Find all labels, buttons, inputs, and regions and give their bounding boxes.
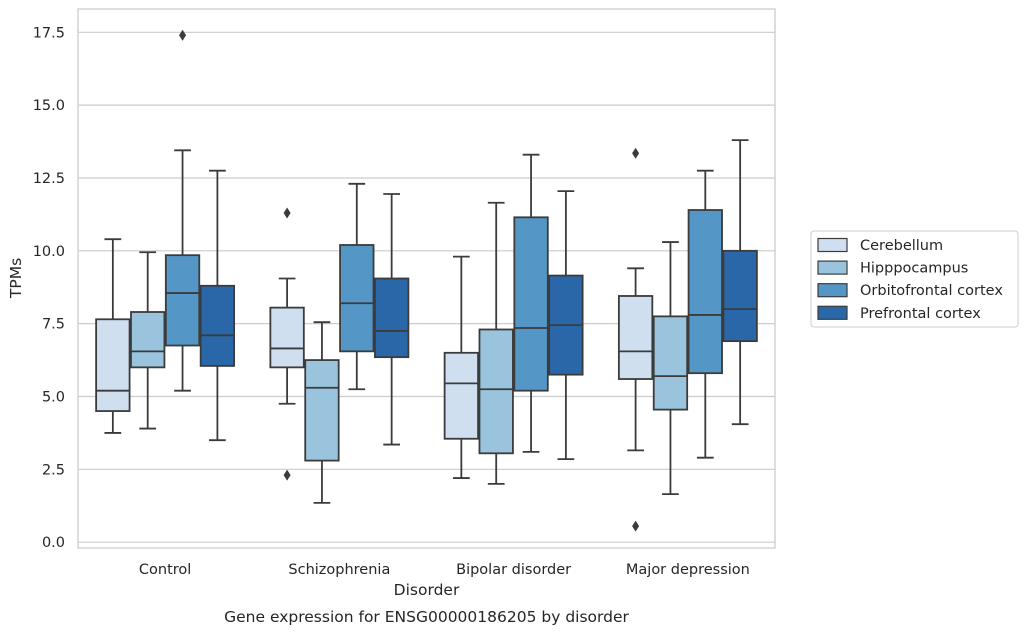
box-control-prefrontal-cortex (199, 169, 236, 442)
box-schizophrenia-orbitofrontal-cortex (339, 182, 375, 391)
legend: Cerebellum Hipppocampus Orbitofrontal cort… (810, 230, 1019, 328)
iqr-box (478, 328, 514, 455)
outlier-point (283, 207, 291, 219)
x-tick-label: Control (139, 562, 191, 578)
box-schizophrenia-cerebellum (269, 207, 305, 481)
legend-swatch (817, 305, 848, 320)
box-bipolar-disorder-orbitofrontal-cortex (513, 153, 549, 453)
plot-area-frame (77, 8, 776, 549)
iqr-box (304, 359, 340, 462)
x-axis-label: Disorder (394, 581, 460, 599)
box-group-schizophrenia (269, 182, 410, 504)
y-tick-label: 0.0 (42, 535, 65, 551)
iqr-box (199, 284, 236, 367)
iqr-box (339, 244, 375, 353)
iqr-box (443, 351, 479, 440)
iqr-box (652, 315, 689, 411)
legend-frame (810, 230, 1019, 328)
y-axis-label: TPMs (7, 258, 25, 299)
box-group-major-depression (617, 139, 758, 532)
box-control-hipppocampus (130, 251, 166, 430)
legend-item-hipppocampus: Hipppocampus (817, 260, 968, 277)
y-tick-label: 5.0 (42, 389, 65, 405)
x-tick-labels: Control Schizophrenia Bipolar disorder Majo… (139, 562, 750, 578)
box-schizophrenia-prefrontal-cortex (374, 193, 410, 446)
iqr-box (617, 295, 654, 380)
iqr-box (687, 209, 723, 375)
box-control-cerebellum (95, 238, 131, 434)
legend-item-cerebellum: Cerebellum (817, 237, 943, 254)
box-group-bipolar-disorder (443, 153, 584, 485)
legend-item-prefrontal-cortex: Prefrontal cortex (817, 305, 981, 322)
box-major-depression-hipppocampus (652, 241, 689, 496)
outlier-point (179, 29, 187, 41)
x-tick-label: Major depression (626, 562, 750, 578)
chart-caption: Gene expression for ENSG00000186205 by d… (224, 608, 629, 626)
legend-label: Hipppocampus (860, 261, 968, 277)
y-tick-label: 10.0 (33, 244, 65, 260)
outlier-point (632, 147, 640, 159)
iqr-box (269, 306, 305, 369)
iqr-box (722, 249, 758, 343)
box-major-depression-prefrontal-cortex (722, 139, 758, 426)
iqr-box (130, 311, 166, 369)
box-major-depression-orbitofrontal-cortex (687, 169, 723, 459)
legend-label: Prefrontal cortex (860, 306, 981, 322)
iqr-box (513, 216, 549, 392)
outlier-point (632, 520, 640, 532)
iqr-box (164, 254, 201, 347)
box-bipolar-disorder-prefrontal-cortex (548, 190, 584, 461)
box-bipolar-disorder-hipppocampus (478, 201, 514, 485)
iqr-box (95, 318, 131, 412)
y-tick-label: 2.5 (42, 462, 65, 478)
box-group-control (95, 29, 236, 442)
outlier-point (283, 469, 291, 481)
legend-swatch (817, 283, 848, 298)
iqr-box (374, 277, 410, 359)
y-tick-label: 15.0 (33, 98, 65, 114)
box-major-depression-cerebellum (617, 147, 654, 532)
x-tick-label: Bipolar disorder (456, 562, 571, 578)
legend-label: Cerebellum (860, 238, 943, 254)
x-tick-label: Schizophrenia (288, 562, 390, 578)
legend-swatch (817, 260, 848, 275)
legend-swatch (817, 237, 848, 253)
y-tick-label: 17.5 (33, 25, 65, 41)
y-tick-label: 12.5 (33, 171, 65, 187)
box-control-orbitofrontal-cortex (164, 29, 201, 392)
legend-label: Orbitofrontal cortex (860, 283, 1003, 299)
box-groups (95, 29, 758, 532)
y-tick-label: 7.5 (42, 317, 65, 333)
box-schizophrenia-hipppocampus (304, 321, 340, 504)
y-tick-labels: 0.0 2.5 5.0 7.5 10.0 12.5 15.0 17.5 (33, 25, 65, 551)
box-bipolar-disorder-cerebellum (443, 255, 479, 479)
legend-item-orbitofrontal-cortex: Orbitofrontal cortex (817, 283, 1003, 299)
